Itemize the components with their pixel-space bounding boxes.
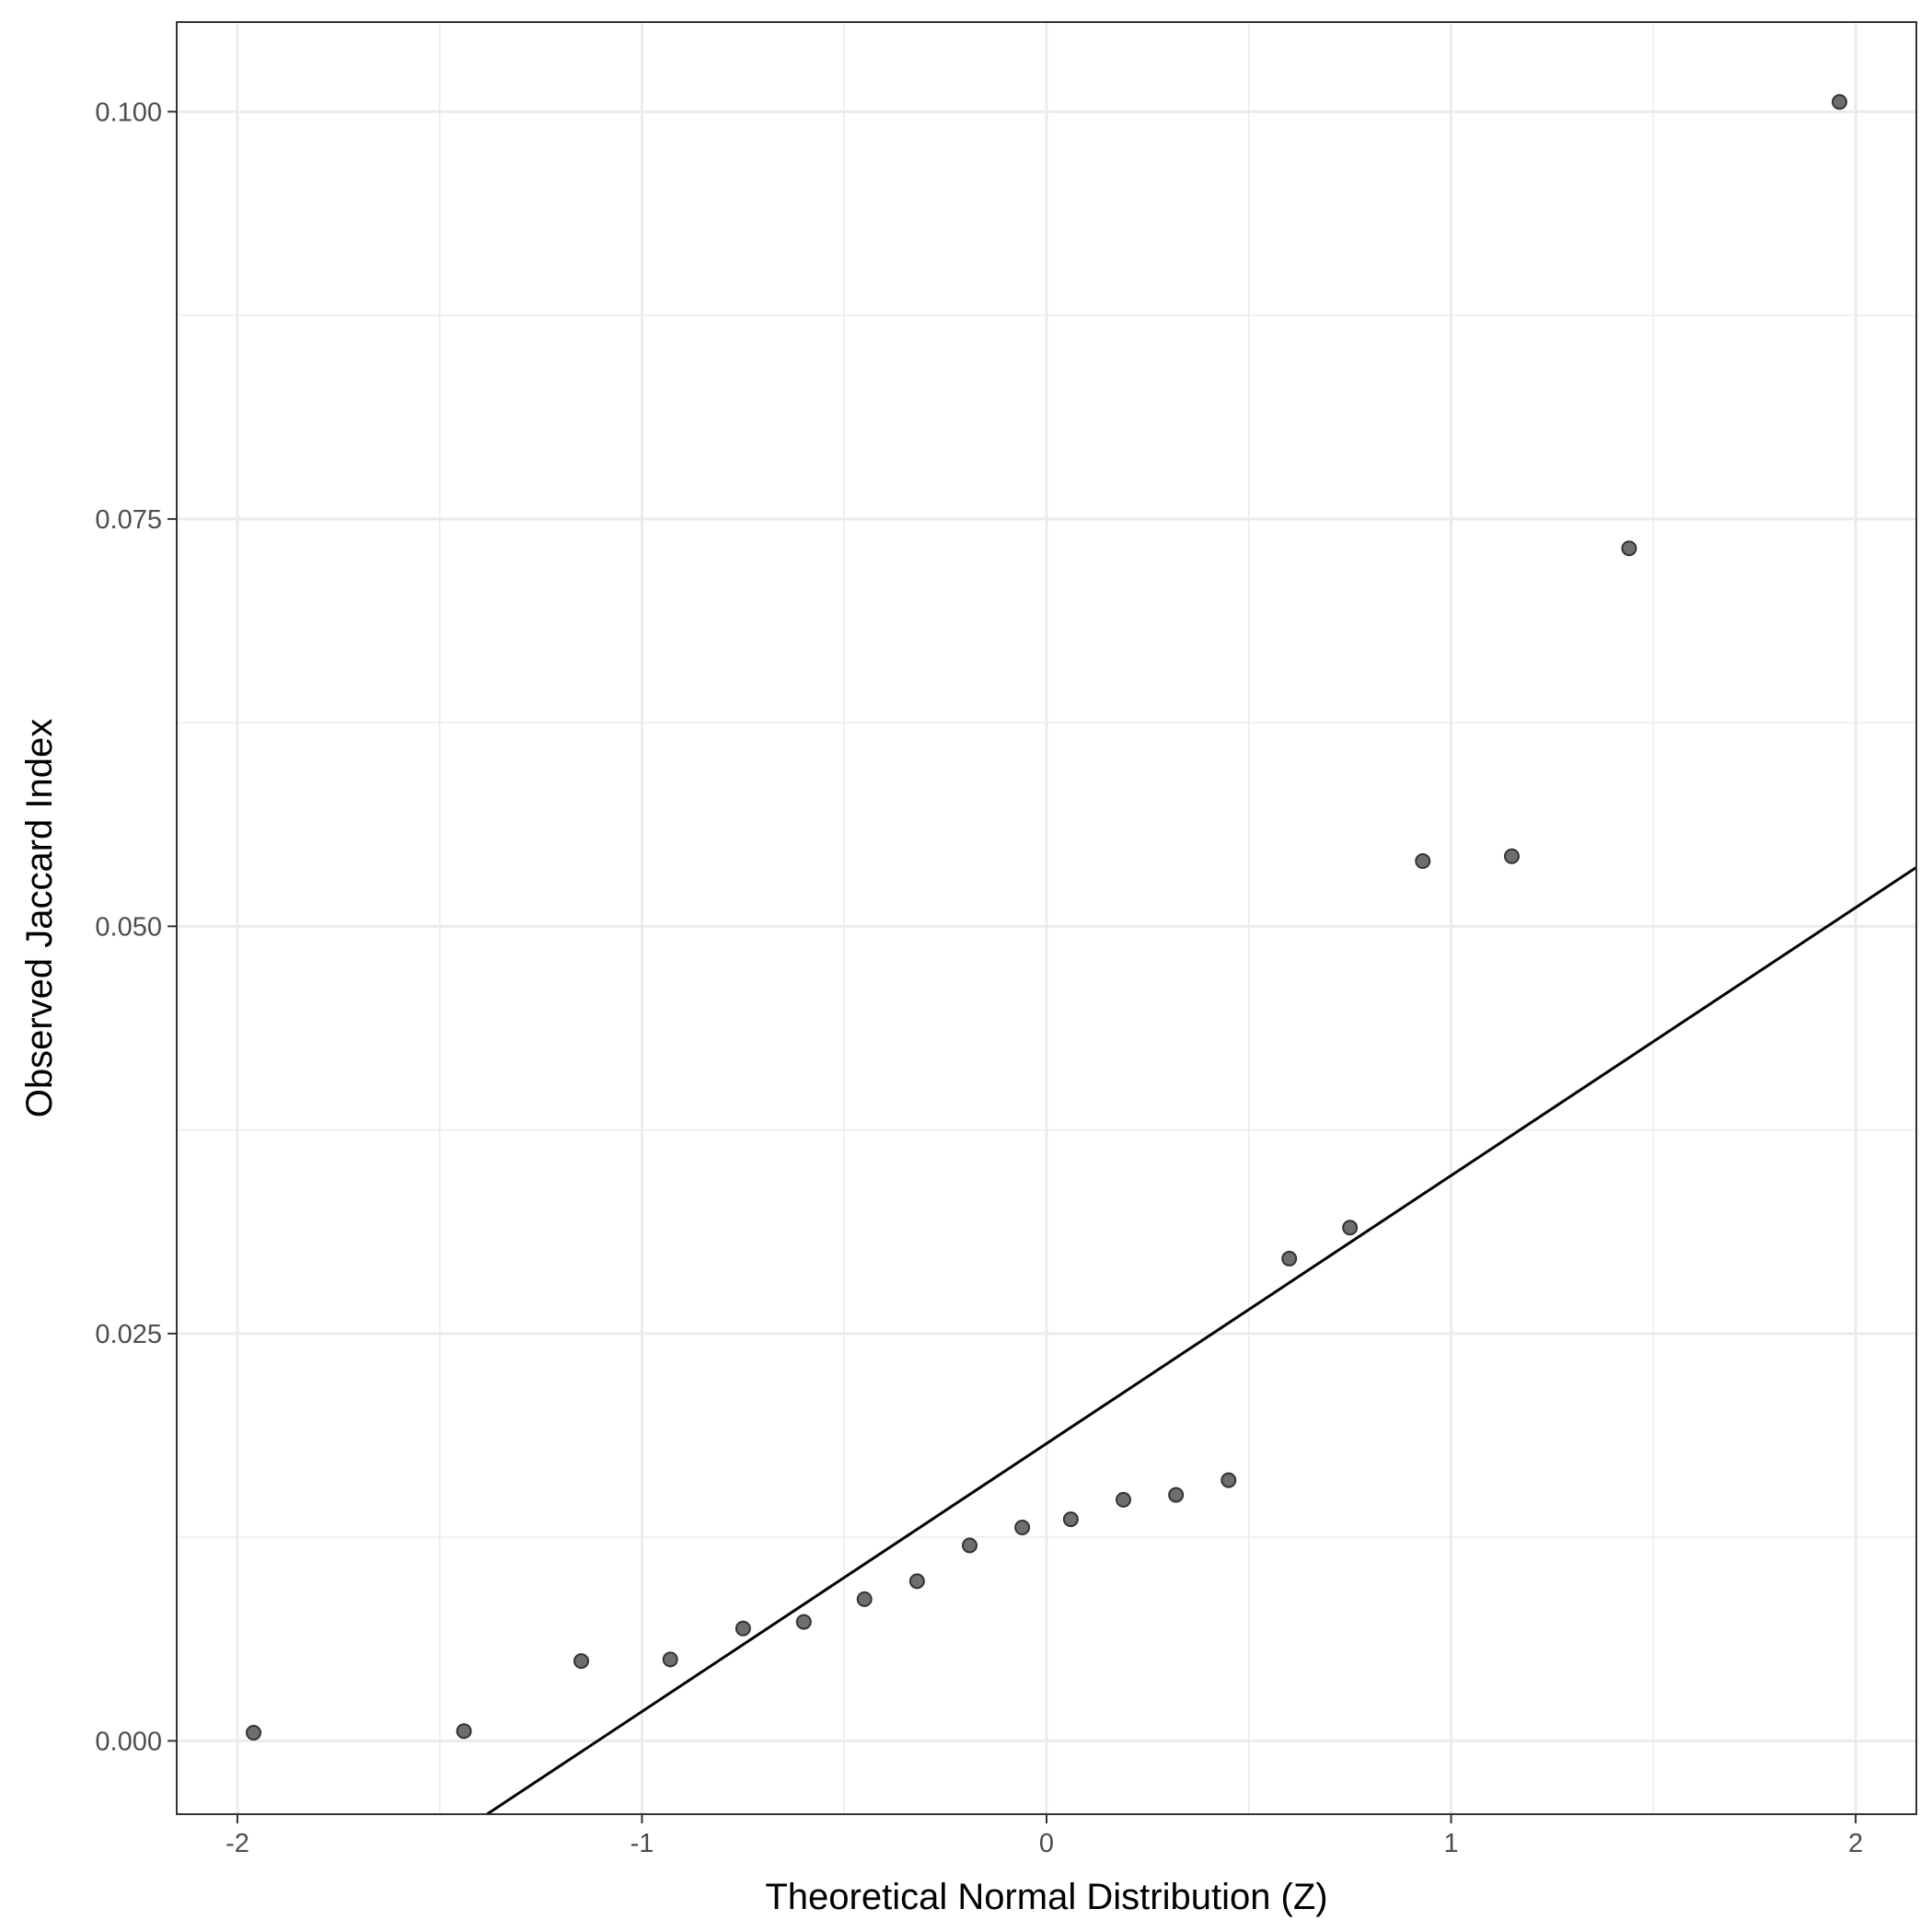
- data-point: [1415, 853, 1431, 870]
- data-point: [456, 1723, 472, 1740]
- y-tick-label: 0.050: [95, 912, 162, 942]
- y-axis-title: Observed Jaccard Index: [19, 719, 60, 1118]
- data-point: [1281, 1250, 1298, 1267]
- x-tick-label: -1: [631, 1829, 654, 1858]
- data-point: [1831, 94, 1847, 110]
- data-point: [735, 1620, 751, 1637]
- data-point: [856, 1591, 873, 1607]
- x-tick-label: 0: [1039, 1829, 1054, 1858]
- y-axis-ticks: 0.000 0.025 0.050 0.075 0.100: [95, 98, 177, 1756]
- data-point: [961, 1537, 978, 1554]
- data-point: [1062, 1511, 1079, 1528]
- y-tick-label: 0.075: [95, 505, 162, 535]
- data-point: [573, 1653, 590, 1670]
- x-tick-label: 1: [1443, 1829, 1458, 1858]
- x-tick-label: -2: [226, 1829, 249, 1858]
- data-point: [1503, 848, 1520, 864]
- data-point: [908, 1573, 925, 1590]
- x-tick-label: 2: [1848, 1829, 1863, 1858]
- x-axis-ticks: -2 -1 0 1 2: [226, 1814, 1863, 1858]
- y-tick-label: 0.025: [95, 1320, 162, 1349]
- data-point: [1168, 1487, 1185, 1503]
- data-point: [1014, 1519, 1031, 1535]
- major-gridlines: [177, 22, 1916, 1814]
- data-point: [1621, 540, 1637, 557]
- reference-line: [486, 866, 1917, 1816]
- data-point: [246, 1725, 262, 1741]
- data-point: [1342, 1220, 1359, 1236]
- data-point: [1221, 1472, 1237, 1488]
- y-tick-label: 0.100: [95, 98, 162, 127]
- data-point: [795, 1614, 812, 1630]
- reference-line-layer: [486, 866, 1917, 1816]
- data-point: [1116, 1491, 1132, 1508]
- data-point: [662, 1651, 678, 1668]
- x-axis-title: Theoretical Normal Distribution (Z): [765, 1877, 1327, 1917]
- y-tick-label: 0.000: [95, 1727, 162, 1756]
- data-points: [246, 94, 1847, 1741]
